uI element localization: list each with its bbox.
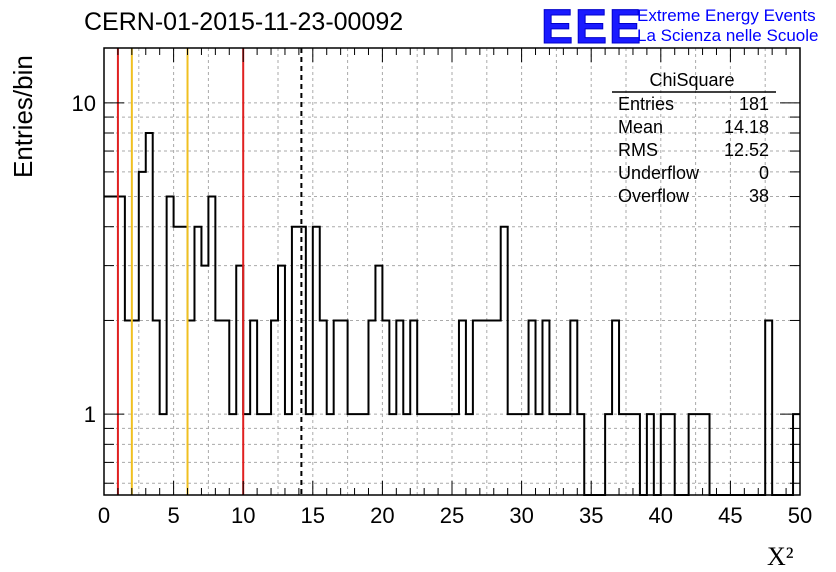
stats-label: RMS: [618, 140, 658, 160]
x-tick-label: 0: [98, 503, 110, 528]
stats-value: 14.18: [724, 117, 769, 137]
histogram-bin: [208, 197, 215, 495]
histogram-bin: [292, 227, 306, 495]
histogram-bin: [201, 266, 208, 495]
histogram-bin: [368, 320, 375, 495]
histogram-bin: [410, 320, 417, 495]
x-tick-label: 35: [579, 503, 603, 528]
stats-box: ChiSquare Entries 181 Mean 14.18 RMS 12.52 Und…: [612, 70, 776, 206]
histogram-bin: [215, 320, 229, 495]
x-axis-label: X²: [767, 542, 794, 571]
stats-label: Overflow: [618, 186, 690, 206]
y-tick-label: 10: [72, 91, 96, 116]
histogram-bin: [334, 320, 348, 495]
stats-label: Underflow: [618, 163, 700, 183]
histogram-bin: [396, 320, 403, 495]
histogram-bin: [174, 227, 181, 495]
histogram-bin: [118, 197, 125, 495]
x-tick-label: 5: [167, 503, 179, 528]
histogram-bin: [271, 320, 278, 495]
histogram-bin: [250, 320, 257, 495]
grid-lines: [104, 48, 800, 495]
histogram-bin: [188, 320, 195, 495]
histogram-bin: [153, 320, 160, 495]
histogram-bin: [139, 172, 146, 495]
histogram-bin: [459, 320, 466, 495]
histogram-bin: [765, 320, 772, 495]
logo-tagline-2: La Scienza nelle Scuole: [637, 26, 819, 45]
plot-title: CERN-01-2015-11-23-00092: [84, 8, 404, 36]
logo-tagline-1: Extreme Energy Events: [637, 6, 816, 25]
histogram-bin: [278, 266, 285, 495]
stats-label: Entries: [618, 94, 674, 114]
x-tick-label: 25: [440, 503, 464, 528]
x-tick-label: 20: [370, 503, 394, 528]
y-tick-label: 1: [84, 402, 96, 427]
x-tick-label: 15: [301, 503, 325, 528]
x-tick-label: 40: [649, 503, 673, 528]
stats-value: 12.52: [724, 140, 769, 160]
x-tick-label: 45: [718, 503, 742, 528]
stats-value: 38: [749, 186, 769, 206]
histogram-bin: [104, 197, 118, 495]
histogram-bin: [146, 133, 153, 495]
histogram-bin: [313, 227, 320, 495]
marker-lines: [116, 48, 303, 495]
stats-title: ChiSquare: [649, 70, 734, 90]
histogram-bin: [480, 320, 501, 495]
eee-logo: EEE: [540, 1, 644, 55]
histogram-bin: [529, 320, 536, 495]
histogram-bin: [570, 320, 577, 495]
stats-value: 0: [759, 163, 769, 183]
histogram-bin: [382, 320, 389, 495]
stats-label: Mean: [618, 117, 663, 137]
histogram-bin: [473, 320, 480, 495]
y-axis-label: Entries/bin: [8, 55, 38, 178]
histogram-bin: [612, 320, 619, 495]
axes: 0 5 10 15 20 25 30 35 40 45 50 1 10: [72, 47, 812, 528]
histogram-bin: [501, 227, 508, 495]
x-tick-label: 50: [788, 503, 812, 528]
histogram-bin: [375, 266, 382, 495]
histogram-bin: [542, 320, 549, 495]
histogram-bin: [167, 197, 174, 495]
x-tick-label: 10: [231, 503, 255, 528]
x-tick-label: 30: [509, 503, 533, 528]
histogram-bin: [194, 227, 201, 495]
histogram-bin: [181, 227, 188, 495]
stats-value: 181: [739, 94, 769, 114]
histogram-bin: [236, 266, 243, 495]
histogram-bin: [320, 320, 327, 495]
